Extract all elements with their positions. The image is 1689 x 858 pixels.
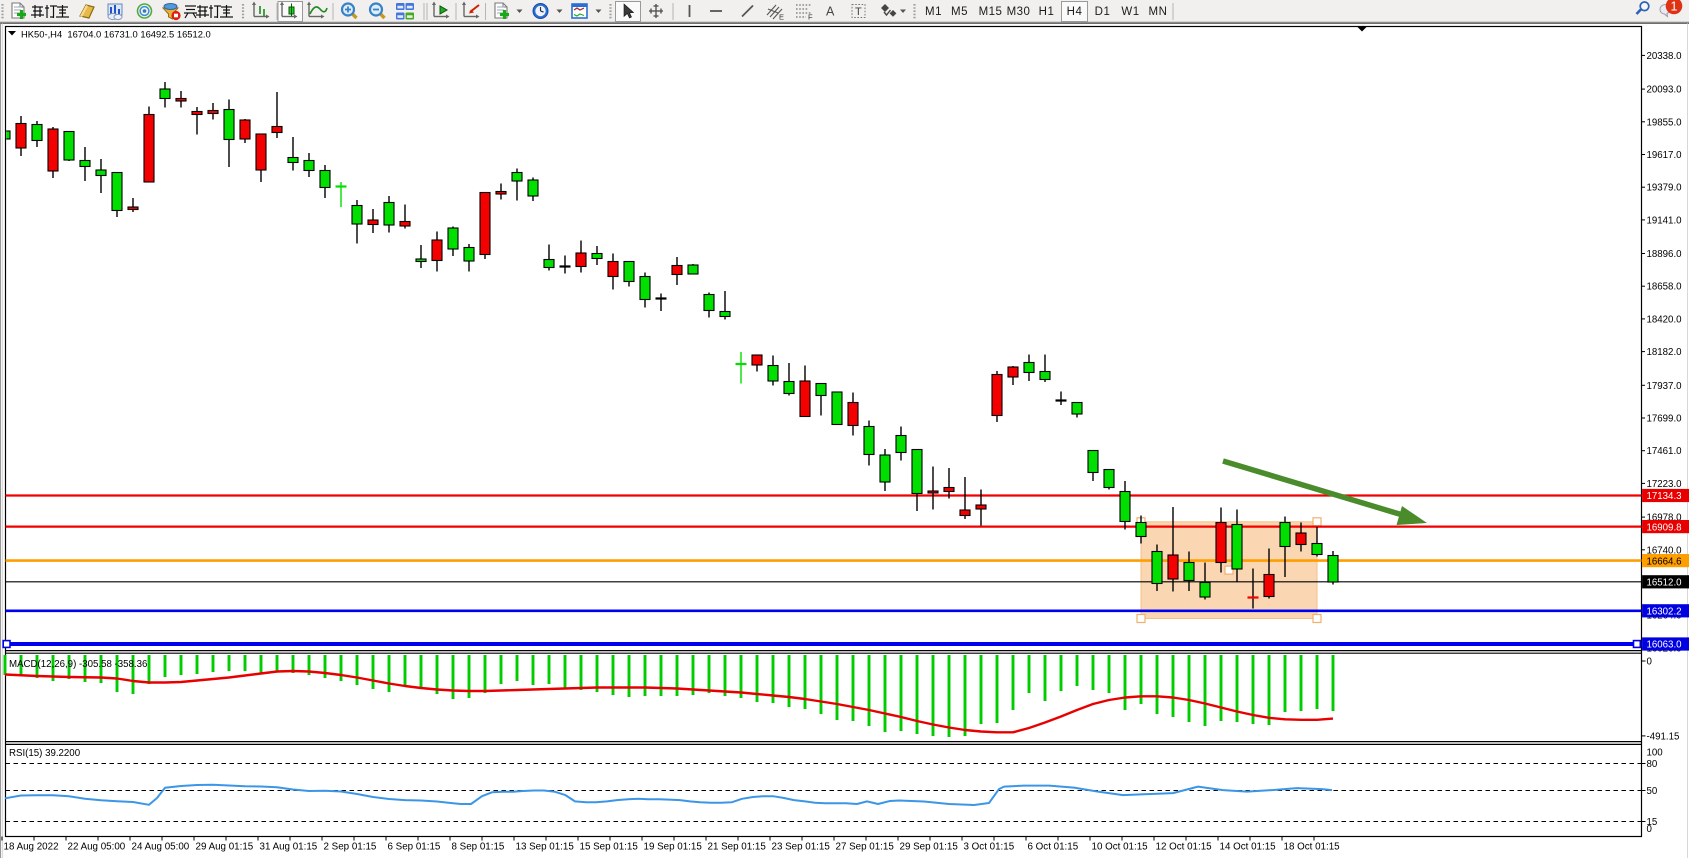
svg-text:H4: H4 [1067,6,1083,18]
svg-text:12 Oct 01:15: 12 Oct 01:15 [1156,842,1213,853]
svg-text:18896.0: 18896.0 [1647,249,1683,260]
svg-text:17223.0: 17223.0 [1647,479,1683,490]
svg-text:27 Sep 01:15: 27 Sep 01:15 [836,842,895,853]
svg-text:24 Aug 05:00: 24 Aug 05:00 [132,842,190,853]
svg-text:M15: M15 [979,6,1003,18]
svg-text:20093.0: 20093.0 [1647,85,1683,96]
svg-text:16909.8: 16909.8 [1647,522,1682,533]
svg-text:MACD(12,26,9) -305.58 -358.36: MACD(12,26,9) -305.58 -358.36 [9,659,147,670]
svg-text:18182.0: 18182.0 [1647,347,1683,358]
svg-text:18420.0: 18420.0 [1647,314,1683,325]
svg-text:M1: M1 [925,6,942,18]
svg-text:18 Aug 2022: 18 Aug 2022 [4,842,59,853]
svg-text:16302.2: 16302.2 [1647,607,1682,618]
svg-text:D1: D1 [1095,6,1111,18]
svg-text:M5: M5 [951,6,968,18]
svg-text:6 Sep 01:15: 6 Sep 01:15 [388,842,441,853]
svg-text:T: T [855,6,862,18]
svg-text:19 Sep 01:15: 19 Sep 01:15 [644,842,703,853]
svg-text:MN: MN [1149,6,1168,18]
svg-text:18 Oct 01:15: 18 Oct 01:15 [1284,842,1341,853]
svg-text:16740.0: 16740.0 [1647,545,1683,556]
svg-text:14 Oct 01:15: 14 Oct 01:15 [1220,842,1277,853]
svg-text:19379.0: 19379.0 [1647,183,1683,194]
svg-text:17134.3: 17134.3 [1647,491,1682,502]
svg-text:F: F [808,13,813,22]
svg-text:16063.0: 16063.0 [1647,640,1683,651]
svg-text:100: 100 [1647,748,1664,759]
svg-text:M30: M30 [1007,6,1031,18]
svg-text:16664.6: 16664.6 [1647,556,1682,567]
svg-text:29 Aug 01:15: 29 Aug 01:15 [196,842,254,853]
svg-text:1: 1 [1671,0,1678,14]
svg-text:19855.0: 19855.0 [1647,117,1683,128]
svg-text:HK50-,H4 16704.0 16731.0 1649: HK50-,H4 16704.0 16731.0 16492.5 16512.0 [21,29,211,40]
svg-text:21 Sep 01:15: 21 Sep 01:15 [708,842,767,853]
svg-text:RSI(15) 39.2200: RSI(15) 39.2200 [9,748,81,759]
svg-text:19141.0: 19141.0 [1647,215,1683,226]
svg-text:6 Oct 01:15: 6 Oct 01:15 [1028,842,1079,853]
svg-text:13 Sep 01:15: 13 Sep 01:15 [516,842,575,853]
svg-text:H1: H1 [1039,6,1055,18]
svg-text:17937.0: 17937.0 [1647,381,1683,392]
svg-text:18658.0: 18658.0 [1647,282,1683,293]
svg-text:15 Sep 01:15: 15 Sep 01:15 [580,842,639,853]
svg-text:A: A [826,5,835,19]
svg-text:E: E [779,13,784,22]
svg-text:29 Sep 01:15: 29 Sep 01:15 [900,842,959,853]
svg-text:15: 15 [1647,817,1658,828]
svg-text:22 Aug 05:00: 22 Aug 05:00 [68,842,126,853]
svg-text:2 Sep 01:15: 2 Sep 01:15 [324,842,377,853]
svg-text:50: 50 [1647,786,1658,797]
svg-text:0: 0 [1647,824,1653,835]
svg-text:20338.0: 20338.0 [1647,51,1683,62]
svg-text:17699.0: 17699.0 [1647,414,1683,425]
svg-text:0: 0 [1647,657,1653,668]
svg-text:-491.15: -491.15 [1647,731,1680,742]
svg-text:19617.0: 19617.0 [1647,150,1683,161]
svg-text:16978.0: 16978.0 [1647,513,1683,524]
svg-text:80: 80 [1647,759,1658,770]
svg-text:3 Oct 01:15: 3 Oct 01:15 [964,842,1015,853]
svg-text:W1: W1 [1121,6,1139,18]
svg-text:31 Aug 01:15: 31 Aug 01:15 [260,842,318,853]
svg-text:16512.0: 16512.0 [1647,578,1683,589]
svg-text:8 Sep 01:15: 8 Sep 01:15 [452,842,505,853]
svg-text:10 Oct 01:15: 10 Oct 01:15 [1092,842,1149,853]
svg-text:17461.0: 17461.0 [1647,446,1683,457]
svg-text:23 Sep 01:15: 23 Sep 01:15 [772,842,831,853]
